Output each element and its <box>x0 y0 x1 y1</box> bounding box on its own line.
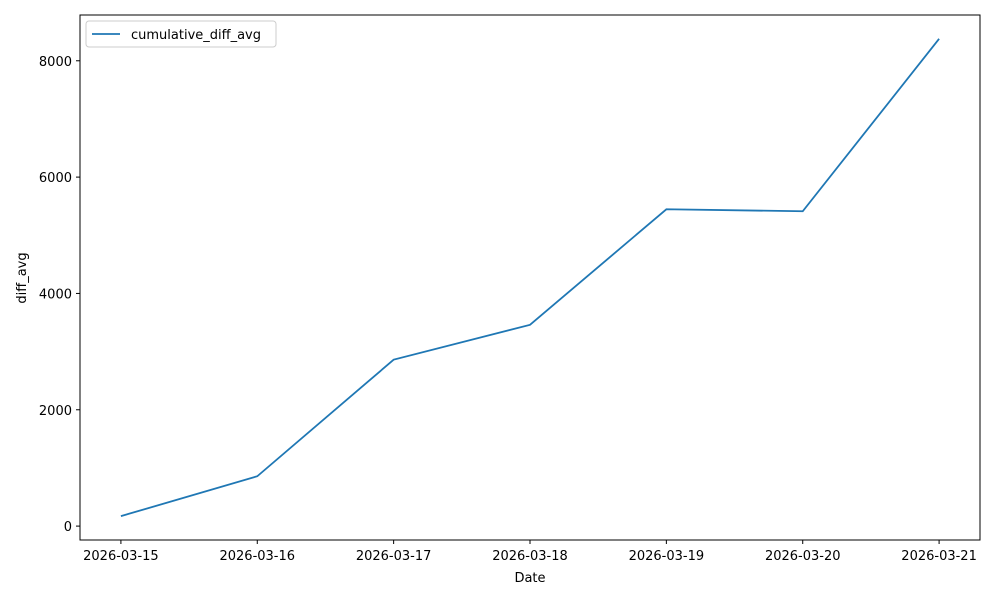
x-tick-label: 2026-03-17 <box>356 549 432 564</box>
y-tick-label: 8000 <box>39 55 72 70</box>
y-tick-label: 0 <box>64 520 72 535</box>
y-tick-label: 2000 <box>39 404 72 419</box>
x-tick-label: 2026-03-21 <box>901 549 977 564</box>
legend-box <box>85 20 277 48</box>
plot-area <box>79 14 981 541</box>
line <box>120 38 940 518</box>
y-tick-label: 4000 <box>39 287 72 302</box>
x-tick-label: 2026-03-16 <box>219 549 295 564</box>
x-tick-label: 2026-03-15 <box>83 549 159 564</box>
legend-label: cumulative_diff_avg <box>131 28 261 43</box>
x-axis-label: Date <box>514 571 545 586</box>
legend: cumulative_diff_avg <box>85 20 277 48</box>
x-tick-label: 2026-03-20 <box>765 549 841 564</box>
x-tick-label: 2026-03-18 <box>492 549 568 564</box>
x-tick-label: 2026-03-19 <box>629 549 705 564</box>
y-axis-label: diff_avg <box>15 252 30 303</box>
y-tick-label: 6000 <box>39 171 72 186</box>
